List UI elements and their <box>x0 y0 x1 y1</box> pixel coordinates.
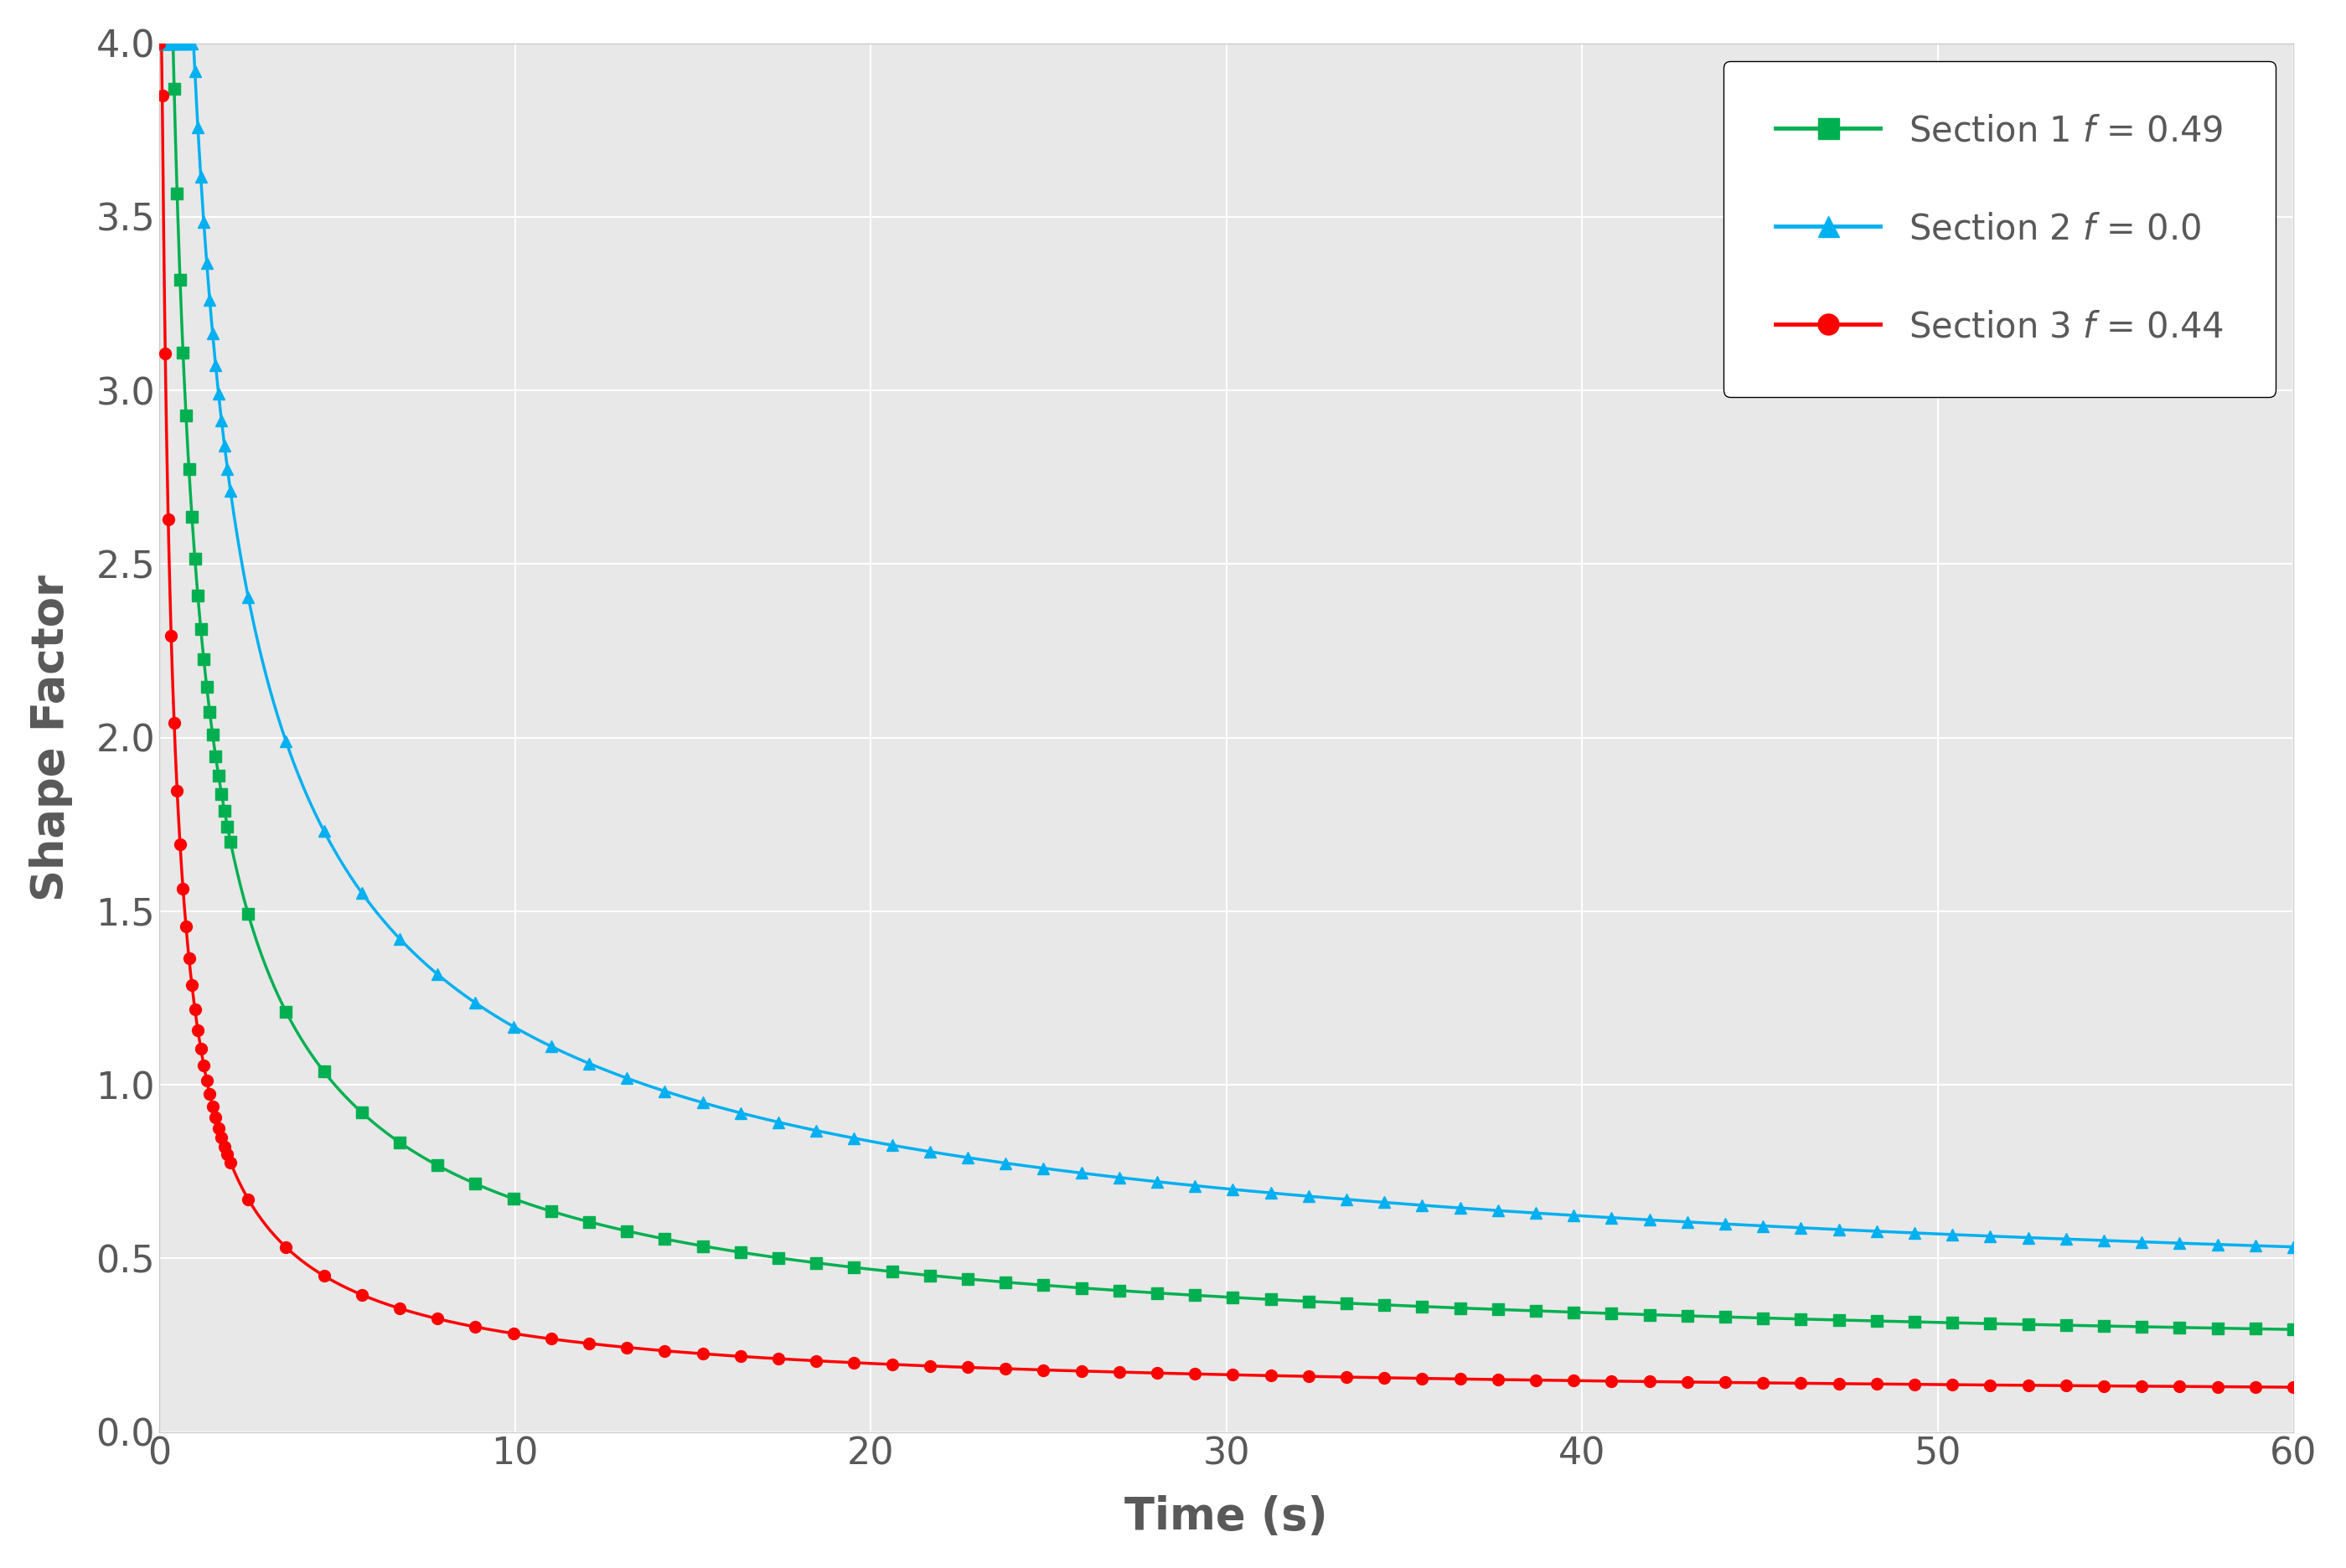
Legend: Section 1 $\it{f}$ = 0.49, Section 2 $\it{f}$ = 0.0, Section 3 $\it{f}$ = 0.44: Section 1 $\it{f}$ = 0.49, Section 2 $\i… <box>1724 61 2276 397</box>
Y-axis label: Shape Factor: Shape Factor <box>28 574 73 902</box>
X-axis label: Time (s): Time (s) <box>1124 1496 1328 1538</box>
